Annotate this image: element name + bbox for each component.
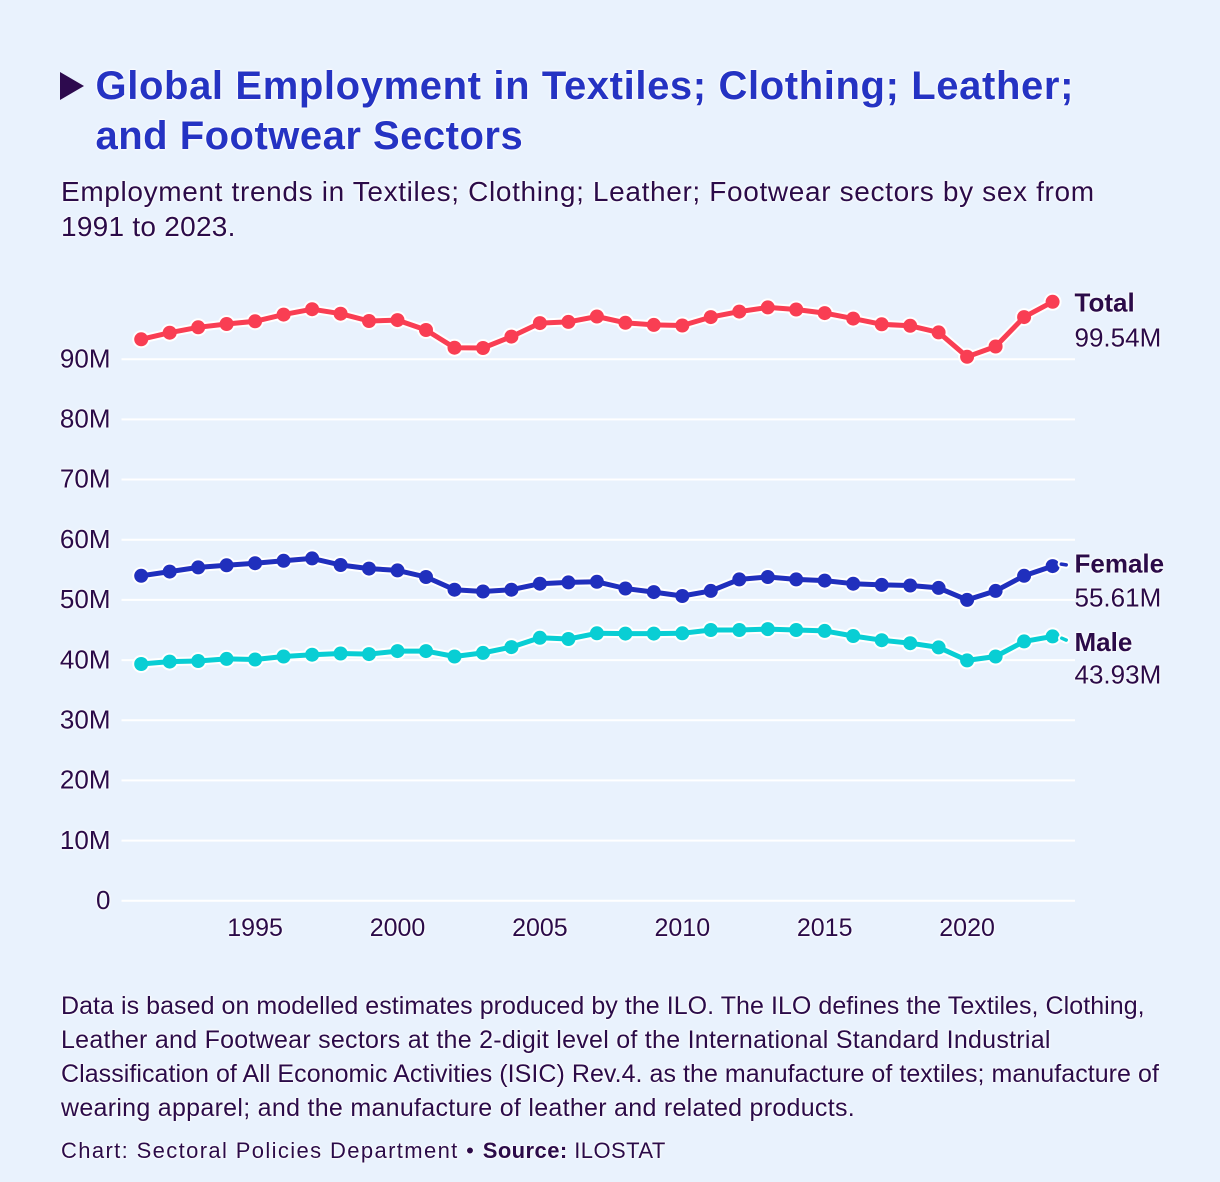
svg-text:55.61M: 55.61M: [1075, 582, 1162, 612]
svg-text:90M: 90M: [60, 343, 111, 373]
svg-text:99.54M: 99.54M: [1075, 323, 1162, 353]
svg-text:Female: Female: [1075, 549, 1165, 579]
svg-text:2020: 2020: [939, 914, 995, 942]
svg-text:70M: 70M: [60, 464, 111, 494]
svg-text:2005: 2005: [512, 914, 568, 942]
svg-text:43.93M: 43.93M: [1075, 660, 1162, 690]
svg-text:60M: 60M: [60, 524, 111, 554]
svg-text:50M: 50M: [60, 584, 111, 614]
svg-text:20M: 20M: [60, 765, 111, 795]
svg-text:10M: 10M: [60, 825, 111, 855]
svg-text:0: 0: [96, 885, 110, 915]
svg-text:Total: Total: [1075, 288, 1135, 318]
svg-text:30M: 30M: [60, 705, 111, 735]
svg-text:2010: 2010: [654, 914, 710, 942]
svg-text:2000: 2000: [370, 914, 426, 942]
svg-text:40M: 40M: [60, 644, 111, 674]
svg-text:80M: 80M: [60, 404, 111, 434]
svg-text:2015: 2015: [797, 914, 853, 942]
svg-text:1995: 1995: [227, 914, 283, 942]
svg-text:Male: Male: [1075, 627, 1133, 657]
